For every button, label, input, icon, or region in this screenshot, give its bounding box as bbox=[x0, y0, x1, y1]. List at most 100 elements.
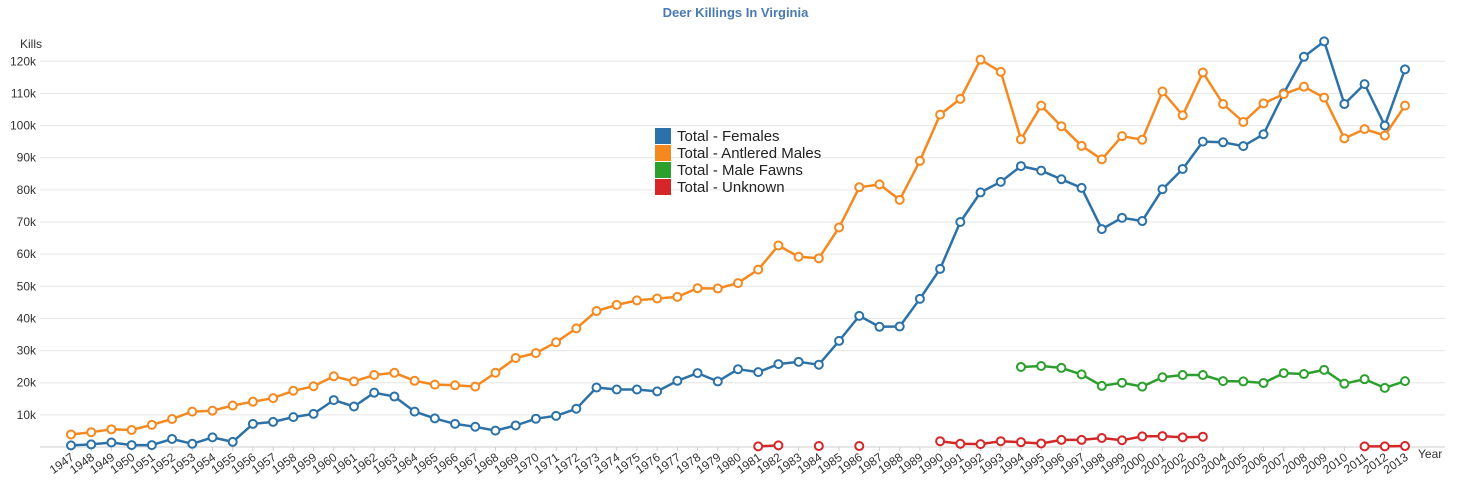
data-point[interactable] bbox=[1197, 67, 1208, 78]
data-point[interactable] bbox=[227, 400, 238, 411]
data-point[interactable] bbox=[1359, 79, 1370, 90]
data-point[interactable] bbox=[146, 419, 157, 430]
data-point[interactable] bbox=[187, 406, 198, 417]
data-point[interactable] bbox=[1319, 36, 1330, 47]
data-point[interactable] bbox=[652, 386, 663, 397]
data-point[interactable] bbox=[793, 356, 804, 367]
data-point[interactable] bbox=[672, 291, 683, 302]
data-point[interactable] bbox=[389, 391, 400, 402]
data-point[interactable] bbox=[1400, 100, 1410, 111]
data-point[interactable] bbox=[611, 299, 622, 310]
data-point[interactable] bbox=[1339, 133, 1350, 144]
data-point[interactable] bbox=[894, 194, 905, 205]
data-point[interactable] bbox=[207, 432, 218, 443]
data-point[interactable] bbox=[955, 93, 966, 104]
data-point[interactable] bbox=[1278, 368, 1289, 379]
data-point[interactable] bbox=[167, 414, 178, 425]
data-point[interactable] bbox=[308, 381, 319, 392]
data-point[interactable] bbox=[1076, 369, 1087, 380]
data-point[interactable] bbox=[187, 438, 198, 449]
data-point[interactable] bbox=[490, 367, 501, 378]
data-point[interactable] bbox=[66, 440, 76, 451]
data-point[interactable] bbox=[247, 418, 258, 429]
data-point[interactable] bbox=[712, 376, 723, 387]
data-point[interactable] bbox=[450, 380, 461, 391]
data-point[interactable] bbox=[874, 179, 885, 190]
data-point[interactable] bbox=[914, 155, 925, 166]
data-point[interactable] bbox=[1015, 361, 1026, 372]
data-point[interactable] bbox=[1197, 431, 1208, 442]
data-point[interactable] bbox=[1076, 140, 1087, 151]
data-point[interactable] bbox=[955, 438, 966, 449]
data-point[interactable] bbox=[1238, 376, 1249, 387]
data-point[interactable] bbox=[1056, 121, 1067, 132]
data-point[interactable] bbox=[813, 253, 824, 264]
data-point[interactable] bbox=[1015, 134, 1026, 145]
data-point[interactable] bbox=[1177, 163, 1188, 174]
data-point[interactable] bbox=[1056, 434, 1067, 445]
data-point[interactable] bbox=[450, 418, 461, 429]
data-point[interactable] bbox=[409, 375, 420, 386]
data-point[interactable] bbox=[1137, 216, 1148, 227]
data-point[interactable] bbox=[854, 310, 865, 321]
data-point[interactable] bbox=[268, 416, 279, 427]
data-point[interactable] bbox=[551, 410, 562, 421]
data-point[interactable] bbox=[1096, 380, 1107, 391]
data-point[interactable] bbox=[1258, 129, 1269, 140]
data-point[interactable] bbox=[1117, 131, 1128, 142]
data-point[interactable] bbox=[1036, 165, 1047, 176]
data-point[interactable] bbox=[1117, 212, 1128, 223]
data-point[interactable] bbox=[834, 335, 845, 346]
data-point[interactable] bbox=[146, 440, 157, 451]
data-point[interactable] bbox=[773, 359, 784, 370]
data-point[interactable] bbox=[1359, 441, 1370, 452]
data-point[interactable] bbox=[773, 240, 784, 251]
data-point[interactable] bbox=[1258, 378, 1269, 389]
data-point[interactable] bbox=[1076, 434, 1087, 445]
data-point[interactable] bbox=[1400, 64, 1410, 75]
data-point[interactable] bbox=[1400, 441, 1410, 452]
data-point[interactable] bbox=[995, 176, 1006, 187]
data-point[interactable] bbox=[1096, 154, 1107, 165]
data-point[interactable] bbox=[490, 425, 501, 436]
data-point[interactable] bbox=[1157, 86, 1168, 97]
data-point[interactable] bbox=[409, 406, 420, 417]
data-point[interactable] bbox=[1177, 432, 1188, 443]
data-point[interactable] bbox=[1278, 89, 1289, 100]
data-point[interactable] bbox=[348, 376, 359, 387]
data-point[interactable] bbox=[470, 381, 481, 392]
data-point[interactable] bbox=[328, 371, 339, 382]
data-point[interactable] bbox=[1117, 377, 1128, 388]
data-point[interactable] bbox=[935, 436, 946, 447]
data-point[interactable] bbox=[935, 263, 946, 274]
data-point[interactable] bbox=[207, 405, 218, 416]
data-point[interactable] bbox=[1218, 99, 1229, 110]
data-point[interactable] bbox=[955, 217, 966, 227]
data-point[interactable] bbox=[328, 395, 339, 406]
data-point[interactable] bbox=[571, 323, 582, 334]
data-point[interactable] bbox=[914, 293, 925, 304]
data-point[interactable] bbox=[1298, 369, 1309, 380]
data-point[interactable] bbox=[692, 368, 703, 379]
data-point[interactable] bbox=[288, 385, 299, 396]
data-point[interactable] bbox=[1036, 361, 1047, 371]
data-point[interactable] bbox=[631, 384, 642, 395]
data-point[interactable] bbox=[1096, 224, 1107, 235]
data-point[interactable] bbox=[1319, 364, 1330, 375]
data-point[interactable] bbox=[1157, 431, 1168, 442]
data-point[interactable] bbox=[753, 367, 764, 378]
data-point[interactable] bbox=[1137, 134, 1148, 145]
data-point[interactable] bbox=[1137, 431, 1148, 442]
data-point[interactable] bbox=[1319, 92, 1330, 103]
data-point[interactable] bbox=[268, 393, 279, 404]
data-point[interactable] bbox=[389, 367, 400, 378]
data-point[interactable] bbox=[773, 440, 784, 451]
data-point[interactable] bbox=[1339, 99, 1350, 110]
data-point[interactable] bbox=[874, 321, 885, 332]
data-point[interactable] bbox=[733, 364, 743, 375]
data-point[interactable] bbox=[1015, 161, 1026, 172]
data-point[interactable] bbox=[1298, 51, 1309, 62]
data-point[interactable] bbox=[1339, 378, 1350, 389]
data-point[interactable] bbox=[894, 321, 905, 332]
data-point[interactable] bbox=[429, 413, 440, 424]
